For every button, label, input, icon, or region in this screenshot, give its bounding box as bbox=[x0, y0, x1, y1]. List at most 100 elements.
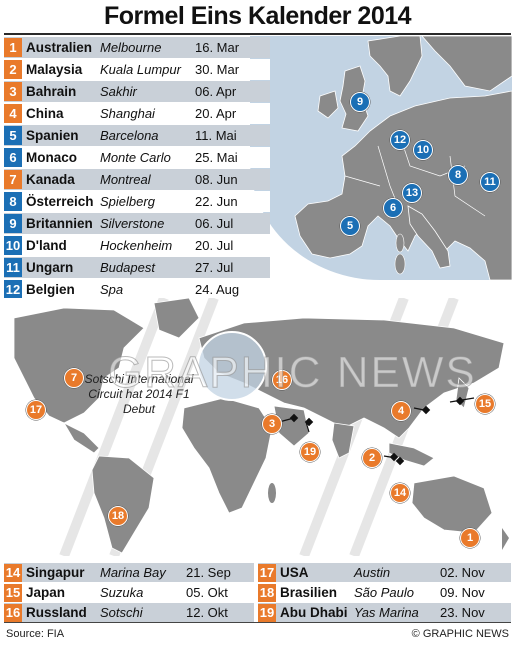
race-circuit: Marina Bay bbox=[100, 565, 166, 580]
race-row: 9 Britannien Silverstone 06. Jul bbox=[4, 213, 270, 234]
marker-12: 12 bbox=[390, 130, 410, 150]
race-date: 09. Nov bbox=[440, 585, 485, 600]
race-date: 06. Jul bbox=[195, 216, 234, 231]
marker-10: 10 bbox=[413, 140, 433, 160]
race-number: 3 bbox=[4, 82, 22, 101]
race-table-bottom-right: 17 USA Austin 02. Nov 18 Brasilien São Paulo 09… bbox=[258, 563, 511, 623]
page-title: Formel Eins Kalender 2014 bbox=[103, 2, 412, 30]
race-row: 16 Russland Sotschi 12. Okt bbox=[4, 603, 254, 622]
race-circuit: Spielberg bbox=[100, 194, 155, 209]
race-country: China bbox=[26, 106, 64, 121]
race-date: 21. Sep bbox=[186, 565, 231, 580]
marker-15: 15 bbox=[475, 394, 495, 414]
marker-14: 14 bbox=[390, 483, 410, 503]
race-country: Britannien bbox=[26, 216, 93, 231]
race-circuit: Shanghai bbox=[100, 106, 155, 121]
race-circuit: Melbourne bbox=[100, 40, 162, 55]
watermark-text: GRAPHIC NEWS bbox=[108, 348, 477, 398]
race-country: D'land bbox=[26, 238, 67, 253]
race-circuit: Yas Marina bbox=[354, 605, 419, 620]
race-country: Australien bbox=[26, 40, 93, 55]
race-date: 22. Jun bbox=[195, 194, 238, 209]
marker-6: 6 bbox=[383, 198, 403, 218]
race-date: 20. Apr bbox=[195, 106, 237, 121]
race-row: 5 Spanien Barcelona 11. Mai bbox=[4, 125, 270, 146]
race-row: 10 D'land Hockenheim 20. Jul bbox=[4, 235, 270, 256]
race-country: Belgien bbox=[26, 282, 75, 297]
race-date: 11. Mai bbox=[195, 128, 237, 143]
race-circuit: Suzuka bbox=[100, 585, 144, 600]
race-country: Bahrain bbox=[26, 84, 77, 99]
europe-inset-map bbox=[250, 36, 512, 280]
race-number: 2 bbox=[4, 60, 22, 79]
marker-16: 16 bbox=[272, 370, 292, 390]
race-circuit: Spa bbox=[100, 282, 124, 297]
race-number: 6 bbox=[4, 148, 22, 167]
race-circuit: São Paulo bbox=[354, 585, 414, 600]
race-number: 14 bbox=[4, 563, 22, 582]
race-number: 1 bbox=[4, 38, 22, 57]
race-number: 10 bbox=[4, 236, 22, 255]
race-country: Ungarn bbox=[26, 260, 74, 275]
race-row: 11 Ungarn Budapest 27. Jul bbox=[4, 257, 270, 278]
race-circuit: Sotschi bbox=[100, 605, 143, 620]
race-row: 14 Singapur Marina Bay 21. Sep bbox=[4, 563, 254, 582]
race-circuit: Barcelona bbox=[100, 128, 159, 143]
race-date: 20. Jul bbox=[195, 238, 234, 253]
race-number: 8 bbox=[4, 192, 22, 211]
race-number: 12 bbox=[4, 280, 22, 299]
race-circuit: Kuala Lumpur bbox=[100, 62, 181, 77]
race-row: 1 Australien Melbourne 16. Mar bbox=[4, 37, 270, 58]
race-number: 18 bbox=[258, 583, 276, 602]
race-country: Spanien bbox=[26, 128, 79, 143]
race-circuit: Austin bbox=[354, 565, 391, 580]
marker-18: 18 bbox=[108, 506, 128, 526]
race-row: 4 China Shanghai 20. Apr bbox=[4, 103, 270, 124]
marker-13: 13 bbox=[402, 183, 422, 203]
race-country: Monaco bbox=[26, 150, 78, 165]
race-date: 06. Apr bbox=[195, 84, 237, 99]
race-number: 17 bbox=[258, 563, 276, 582]
race-number: 4 bbox=[4, 104, 22, 123]
race-number: 15 bbox=[4, 583, 22, 602]
race-date: 16. Mar bbox=[195, 40, 240, 55]
race-row: 3 Bahrain Sakhir 06. Apr bbox=[4, 81, 270, 102]
race-country: USA bbox=[280, 565, 309, 580]
race-table-bottom-left: 14 Singapur Marina Bay 21. Sep 15 Japan Suzuka… bbox=[4, 563, 254, 623]
marker-3: 3 bbox=[262, 414, 282, 434]
race-circuit: Hockenheim bbox=[100, 238, 173, 253]
race-country: Österreich bbox=[26, 194, 94, 209]
race-country: Kanada bbox=[26, 172, 75, 187]
race-date: 27. Jul bbox=[195, 260, 234, 275]
bottom-divider bbox=[4, 622, 511, 623]
race-row: 12 Belgien Spa 24. Aug bbox=[4, 279, 270, 300]
race-number: 11 bbox=[4, 258, 22, 277]
race-date: 12. Okt bbox=[186, 605, 228, 620]
race-country: Brasilien bbox=[280, 585, 338, 600]
race-number: 7 bbox=[4, 170, 22, 189]
race-country: Russland bbox=[26, 605, 87, 620]
race-number: 19 bbox=[258, 603, 276, 622]
marker-9: 9 bbox=[350, 92, 370, 112]
title-divider bbox=[4, 33, 511, 35]
world-map bbox=[4, 298, 511, 556]
race-date: 25. Mai bbox=[195, 150, 238, 165]
race-country: Singapur bbox=[26, 565, 85, 580]
marker-17: 17 bbox=[26, 400, 46, 420]
marker-4: 4 bbox=[391, 401, 411, 421]
race-date: 24. Aug bbox=[195, 282, 240, 297]
race-number: 5 bbox=[4, 126, 22, 145]
race-country: Abu Dhabi bbox=[280, 605, 348, 620]
race-circuit: Montreal bbox=[100, 172, 151, 187]
race-row: 2 Malaysia Kuala Lumpur 30. Mar bbox=[4, 59, 270, 80]
race-circuit: Budapest bbox=[100, 260, 155, 275]
marker-2: 2 bbox=[362, 448, 382, 468]
race-number: 16 bbox=[4, 603, 22, 622]
race-calendar-table: 1 Australien Melbourne 16. Mar 2 Malaysia Kual… bbox=[4, 37, 270, 323]
race-row: 6 Monaco Monte Carlo 25. Mai bbox=[4, 147, 270, 168]
race-row: 19 Abu Dhabi Yas Marina 23. Nov bbox=[258, 603, 511, 622]
race-date: 02. Nov bbox=[440, 565, 485, 580]
marker-8: 8 bbox=[448, 165, 468, 185]
race-circuit: Sakhir bbox=[100, 84, 137, 99]
race-row: 8 Österreich Spielberg 22. Jun bbox=[4, 191, 270, 212]
